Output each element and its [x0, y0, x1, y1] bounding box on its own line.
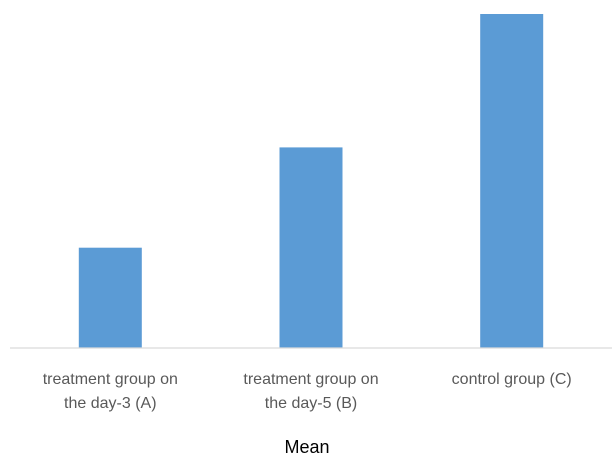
x-tick-label-1: treatment group on the day-5 (B) — [243, 371, 378, 412]
x-tick-label-0: treatment group on the day-3 (A) — [43, 371, 178, 412]
bar-1 — [279, 147, 343, 348]
bar-0 — [78, 247, 142, 348]
tick-labels-layer: treatment group on the day-3 (A) treatment… — [43, 371, 572, 412]
bar-2 — [480, 14, 544, 348]
x-axis-title: Mean — [284, 437, 329, 457]
x-tick-label-2: control group (C) — [452, 371, 572, 388]
bars-layer — [78, 14, 544, 348]
